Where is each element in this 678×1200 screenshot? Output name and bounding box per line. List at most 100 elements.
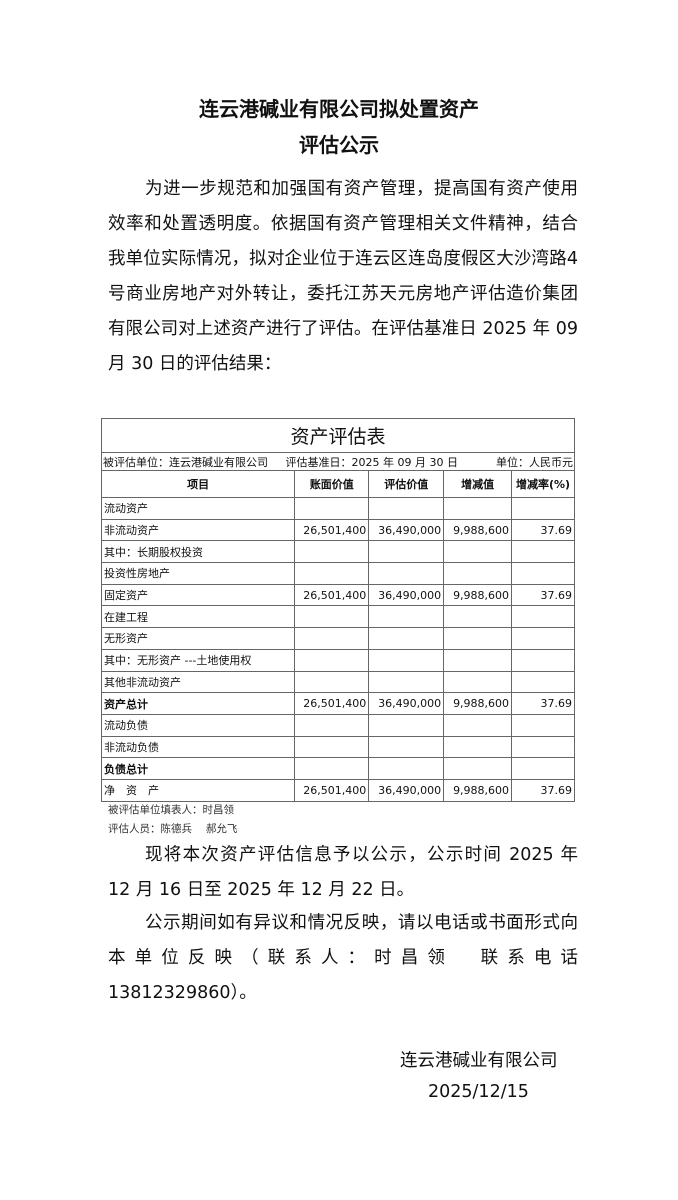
value-cell: 9,988,600 — [443, 583, 513, 607]
item-cell: 其他非流动资产 — [100, 670, 296, 694]
value-cell: 37.69 — [511, 692, 575, 715]
value-cell — [511, 648, 575, 672]
value-cell: 36,490,000 — [368, 518, 445, 542]
value-cell — [511, 497, 575, 520]
value-cell — [294, 648, 370, 672]
doc-subtitle: 评估公示 — [299, 133, 379, 157]
table-row: 流动负债 — [100, 713, 575, 737]
table-row: 非流动资产 26,501,400 36,490,000 9,988,600 37.69 — [100, 518, 575, 542]
asset-evaluation-table: 资产评估表 被评估单位：连云港碱业有限公司 评估基准日：2025 年 09 月 … — [100, 418, 575, 802]
item-cell: 非流动资产 — [100, 518, 296, 542]
value-cell: 26,501,400 — [294, 778, 370, 802]
value-cell — [294, 713, 370, 737]
table-row: 无形资产 — [100, 627, 575, 650]
table-row: 其他非流动资产 — [100, 670, 575, 694]
value-cell: 9,988,600 — [443, 518, 513, 542]
column-header: 增减值 — [443, 470, 513, 498]
value-cell — [443, 562, 513, 585]
value-cell — [368, 540, 445, 564]
value-cell — [511, 562, 575, 585]
contact-paragraph: 公示期间如有异议和情况反映，请以电话或书面形式向本单位反映（联系人：时昌领 联系… — [108, 913, 596, 1003]
value-cell — [368, 627, 445, 650]
value-cell — [294, 670, 370, 694]
value-cell — [368, 735, 445, 759]
value-cell — [443, 757, 513, 780]
column-header: 项目 — [100, 470, 296, 498]
value-cell: 36,490,000 — [368, 583, 445, 607]
item-cell: 负债总计 — [100, 757, 296, 780]
value-cell — [511, 670, 575, 694]
value-cell — [511, 757, 575, 780]
item-cell: 无形资产 — [100, 627, 296, 650]
item-cell: 流动负债 — [100, 713, 296, 737]
item-cell: 净 资 产 — [100, 778, 296, 802]
signature-date: 2025/12/15 — [428, 1082, 529, 1102]
value-cell — [294, 627, 370, 650]
item-cell: 投资性房地产 — [100, 562, 296, 585]
value-cell — [368, 757, 445, 780]
filler-note: 被评估单位填表人：时昌领 — [108, 804, 234, 816]
value-cell: 37.69 — [511, 583, 575, 607]
value-cell: 37.69 — [511, 518, 575, 542]
value-cell — [511, 540, 575, 564]
column-header: 评估价值 — [368, 470, 445, 498]
value-cell: 9,988,600 — [443, 692, 513, 715]
value-cell — [443, 540, 513, 564]
item-cell: 固定资产 — [100, 583, 296, 607]
value-cell — [511, 735, 575, 759]
item-cell: 在建工程 — [100, 605, 296, 629]
value-cell — [511, 605, 575, 629]
evaluated-unit: 被评估单位：连云港碱业有限公司 — [103, 455, 268, 469]
value-cell — [294, 540, 370, 564]
value-cell — [368, 670, 445, 694]
value-cell: 37.69 — [511, 778, 575, 802]
currency-unit: 单位：人民币元 — [496, 455, 573, 469]
value-cell — [368, 497, 445, 520]
table-row: 在建工程 — [100, 605, 575, 629]
value-cell — [511, 627, 575, 650]
item-cell: 其中：长期股权投资 — [100, 540, 296, 564]
value-cell: 26,501,400 — [294, 692, 370, 715]
value-cell — [368, 648, 445, 672]
value-cell — [443, 735, 513, 759]
value-cell: 9,988,600 — [443, 778, 513, 802]
table-row: 固定资产 26,501,400 36,490,000 9,988,600 37.69 — [100, 583, 575, 607]
appraisers-note: 评估人员：陈德兵 郝允飞 — [108, 823, 238, 835]
value-cell: 36,490,000 — [368, 778, 445, 802]
value-cell — [294, 497, 370, 520]
value-cell — [511, 713, 575, 737]
value-cell: 26,501,400 — [294, 518, 370, 542]
base-date: 评估基准日：2025 年 09 月 30 日 — [285, 455, 458, 469]
value-cell — [368, 605, 445, 629]
item-cell: 资产总计 — [100, 692, 296, 715]
value-cell — [294, 757, 370, 780]
table-row: 资产总计 26,501,400 36,490,000 9,988,600 37.69 — [100, 692, 575, 715]
table-title: 资产评估表 — [101, 418, 575, 453]
item-cell: 非流动负债 — [100, 735, 296, 759]
value-cell — [443, 497, 513, 520]
value-cell — [443, 605, 513, 629]
value-cell — [443, 627, 513, 650]
item-cell: 流动资产 — [100, 497, 296, 520]
doc-title: 连云港碱业有限公司拟处置资产 — [199, 97, 479, 121]
value-cell — [294, 562, 370, 585]
notice-period-paragraph: 现将本次资产评估信息予以公示，公示时间 2025 年 12 月 16 日至 20… — [108, 845, 578, 900]
table-row: 其中：长期股权投资 — [100, 540, 575, 564]
value-cell — [294, 605, 370, 629]
table-row: 流动资产 — [100, 497, 575, 520]
item-cell: 其中：无形资产 ---土地使用权 — [100, 648, 296, 672]
value-cell — [368, 562, 445, 585]
table-row: 负债总计 — [100, 757, 575, 780]
value-cell — [443, 713, 513, 737]
value-cell — [443, 648, 513, 672]
table-row: 其中：无形资产 ---土地使用权 — [100, 648, 575, 672]
intro-paragraph: 为进一步规范和加强国有资产管理，提高国有资产使用效率和处置透明度。依据国有资产管… — [108, 179, 578, 374]
column-header: 增减率(%) — [511, 470, 575, 498]
value-cell — [368, 713, 445, 737]
value-cell: 26,501,400 — [294, 583, 370, 607]
value-cell — [443, 670, 513, 694]
signature-company: 连云港碱业有限公司 — [400, 1051, 558, 1071]
table-row: 净 资 产 26,501,400 36,490,000 9,988,600 37.69 — [100, 778, 575, 802]
table-row: 投资性房地产 — [100, 562, 575, 585]
value-cell: 36,490,000 — [368, 692, 445, 715]
